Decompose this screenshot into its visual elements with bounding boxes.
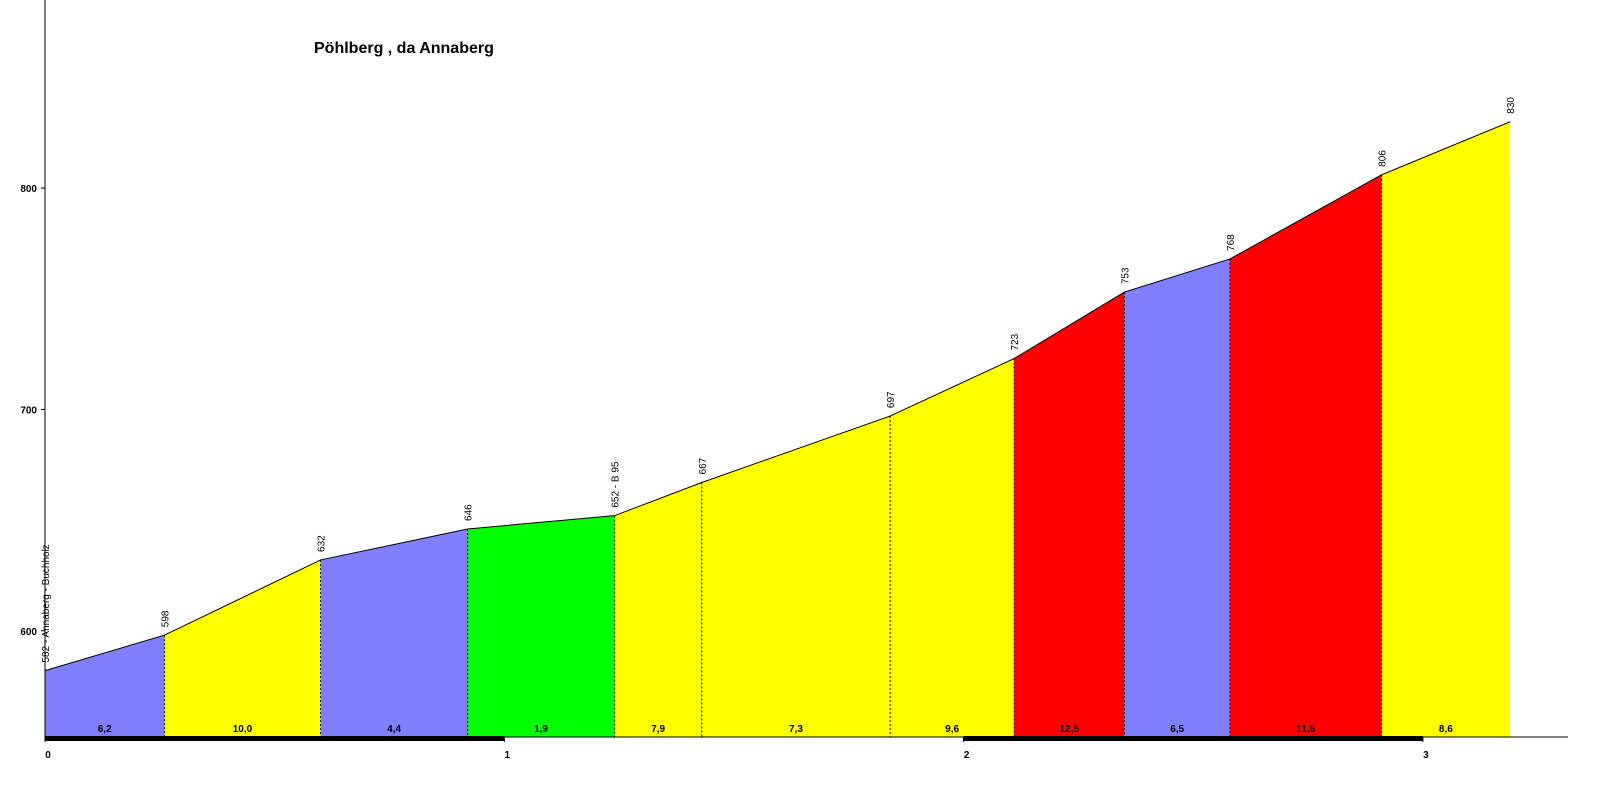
elevation-label: 652 - B 95 (611, 461, 622, 508)
elevation-label: 830 (1506, 97, 1517, 114)
gradient-label: 6,2 (98, 724, 112, 735)
gradient-segment (1124, 258, 1230, 737)
gradient-label: 9,6 (945, 724, 959, 735)
gradient-label: 11,5 (1296, 724, 1315, 735)
gradient-label: 7,3 (789, 724, 803, 735)
gradient-segment (890, 358, 1015, 737)
elevation-label: 697 (886, 391, 897, 408)
elevation-label: 667 (698, 457, 709, 474)
km-band (45, 736, 505, 741)
elevation-label: 598 (160, 610, 171, 627)
x-tick-label: 0 (45, 750, 51, 761)
gradient-segment (320, 528, 468, 737)
y-tick-label: 600 (20, 627, 37, 638)
elevation-label: 632 (317, 535, 328, 552)
gradient-label: 8,6 (1439, 724, 1453, 735)
gradient-segment (701, 416, 891, 737)
km-band (963, 736, 1423, 741)
y-tick-label: 800 (20, 184, 37, 195)
gradient-segment (467, 515, 615, 737)
gradient-segment (1381, 121, 1511, 737)
gradient-segment (45, 635, 165, 737)
elevation-label: 806 (1378, 150, 1389, 167)
gradient-label: 1,9 (534, 724, 548, 735)
gradient-segment (164, 559, 321, 737)
gradient-label: 7,9 (651, 724, 665, 735)
y-tick-label: 700 (20, 405, 37, 416)
gradient-label: 6,5 (1170, 724, 1184, 735)
profile-line (44, 121, 1511, 672)
elevation-label: 646 (464, 504, 475, 521)
x-tick-label: 3 (1423, 750, 1429, 761)
gradient-label: 10,0 (233, 724, 253, 735)
chart-title: Pöhlberg , da Annaberg (314, 40, 494, 57)
gradient-label: 12,5 (1060, 724, 1080, 735)
gradient-segment (614, 482, 702, 737)
elevation-label: 723 (1010, 333, 1021, 350)
x-tick-label: 2 (964, 750, 970, 761)
elevation-label: 582 - Annaberg - Buchholz (41, 544, 52, 662)
x-tick-label: 1 (505, 750, 511, 761)
elevation-label: 753 (1120, 267, 1131, 284)
gradient-label: 4,4 (387, 724, 401, 735)
elevation-label: 768 (1226, 234, 1237, 251)
gradient-segment (1014, 292, 1125, 737)
gradient-segment (1229, 174, 1382, 737)
